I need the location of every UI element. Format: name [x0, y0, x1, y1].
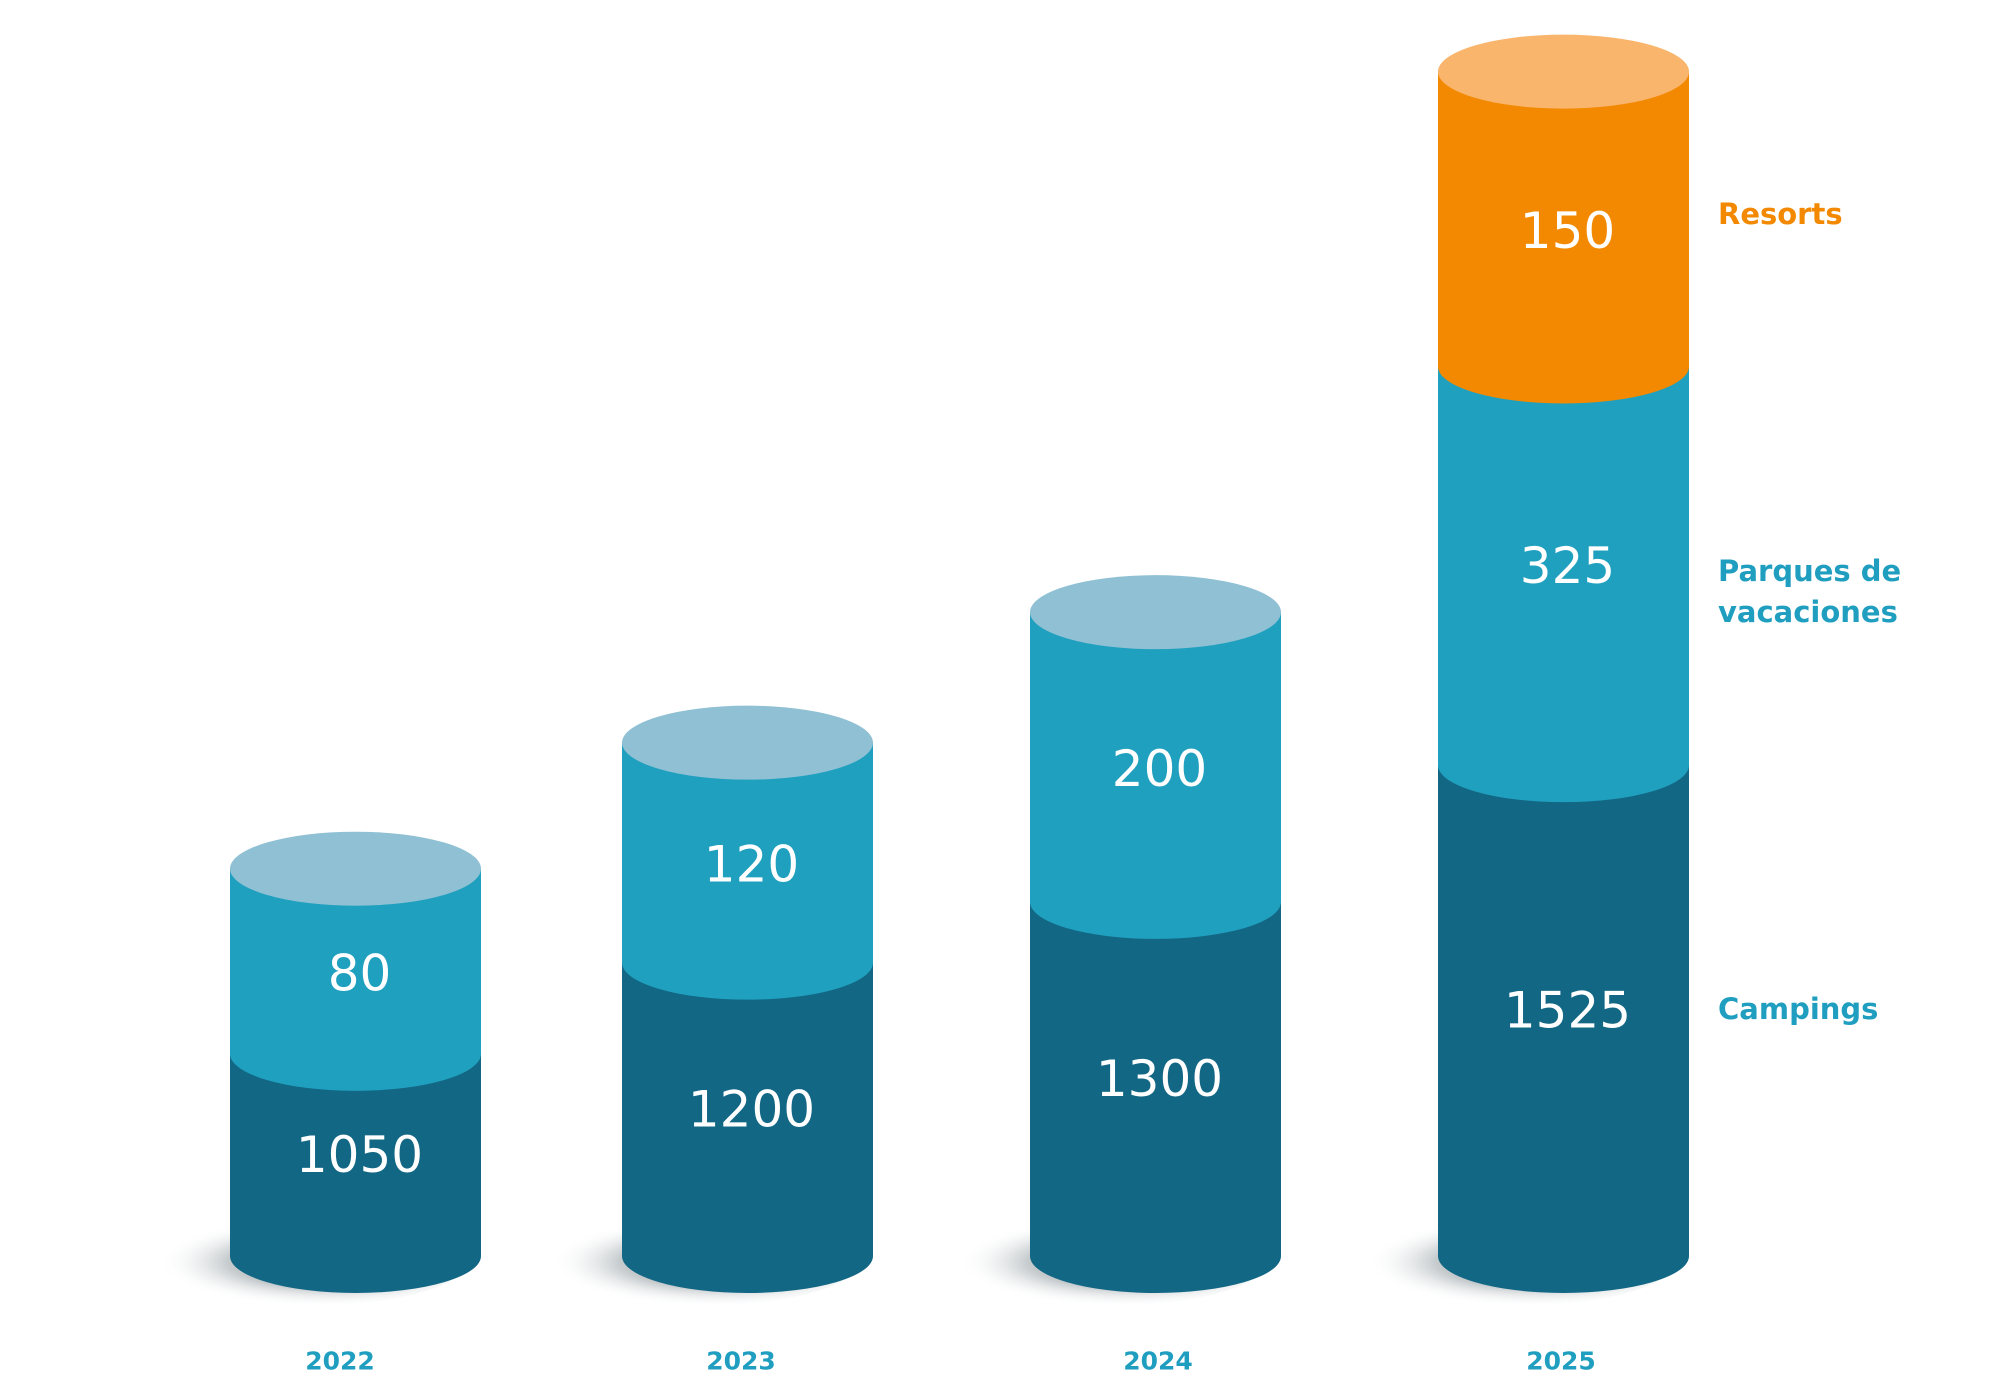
bar-segment-2024-campings [1030, 901, 1281, 1293]
cylinder-body [230, 1053, 481, 1293]
cylinder-top [1438, 34, 1689, 109]
cylinder-body [1030, 901, 1281, 1293]
data-label: 150 [1520, 202, 1615, 260]
bar-segment-2025-parques-de-vacaciones [1438, 366, 1689, 803]
series-label-campings: Campings [1718, 992, 1878, 1026]
cylinder-top [230, 831, 481, 906]
data-label: 80 [328, 944, 392, 1002]
series-label-resorts: Resorts [1718, 197, 1843, 231]
cylinder-body [622, 962, 873, 1293]
bar-segment-2022-campings [230, 1053, 481, 1293]
bar-segment-2025-campings [1438, 765, 1689, 1293]
cylinder-top [1030, 575, 1281, 650]
cylinder-body [1438, 366, 1689, 803]
data-label: 200 [1112, 740, 1207, 798]
bar-segment-2024-parques-de-vacaciones [1030, 575, 1281, 939]
category-label: 2024 [1123, 1347, 1193, 1376]
cylinder-body [230, 868, 481, 1091]
cylinder-top [622, 705, 873, 780]
bar-segment-2023-parques-de-vacaciones [622, 705, 873, 1000]
data-label: 325 [1520, 537, 1615, 595]
category-label: 2023 [706, 1347, 776, 1376]
data-label: 1050 [296, 1126, 423, 1184]
category-label: 2025 [1526, 1347, 1596, 1376]
data-label: 1300 [1096, 1050, 1223, 1108]
bar-segment-2023-campings [622, 962, 873, 1293]
cylinder-body [1438, 765, 1689, 1293]
data-label: 1200 [688, 1080, 815, 1138]
bar-segment-2022-parques-de-vacaciones [230, 831, 481, 1091]
cylinder-body [1438, 71, 1689, 404]
cylinder-body [622, 742, 873, 1000]
data-label: 120 [704, 836, 799, 894]
bar-segment-2025-resorts [1438, 34, 1689, 404]
cylinder-body [1030, 612, 1281, 939]
data-label: 1525 [1504, 982, 1631, 1040]
series-label-parques-de-vacaciones: Parques de vacaciones [1718, 554, 1901, 629]
category-label: 2022 [305, 1347, 375, 1376]
